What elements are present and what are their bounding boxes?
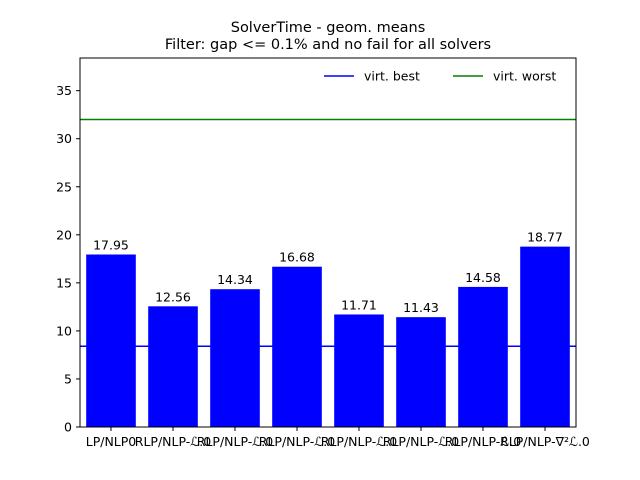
y-tick-label-7: 35 bbox=[56, 83, 72, 98]
legend-label-virt-best: virt. best bbox=[364, 69, 420, 84]
bar-value-label-4: 16.68 bbox=[279, 250, 315, 265]
bar-8 bbox=[520, 246, 570, 427]
plot-area: 17.95 LP/NLP0 12.56 RLP/NLP-ℒ.0 14.34 RLP/NLP… bbox=[56, 57, 590, 449]
bar-value-label-2: 12.56 bbox=[155, 289, 191, 304]
x-tick-label-4: RLP/NLP-ℒ.0 bbox=[259, 434, 335, 449]
legend-label-virt-worst: virt. worst bbox=[493, 69, 556, 84]
x-tick-label-2: RLP/NLP-ℒ.0 bbox=[135, 434, 211, 449]
x-tick-label-5: RLP/NLP-ℒ.0 bbox=[321, 434, 397, 449]
y-tick-label-4: 20 bbox=[56, 227, 72, 242]
bar-value-label-7: 14.58 bbox=[465, 270, 501, 285]
y-tick-label-3: 15 bbox=[56, 275, 72, 290]
x-tick-label-7: RLP/NLP-ℒ.0 bbox=[445, 434, 521, 449]
bar-5 bbox=[334, 314, 384, 427]
x-tick-label-1: LP/NLP0 bbox=[86, 434, 137, 449]
y-tick-label-6: 30 bbox=[56, 131, 72, 146]
bar-value-label-3: 14.34 bbox=[217, 272, 253, 287]
bar-1 bbox=[86, 254, 136, 427]
x-tick-label-3: RLP/NLP-ℒ.0 bbox=[197, 434, 273, 449]
y-tick-label-5: 25 bbox=[56, 179, 72, 194]
chart-title-line1: SolverTime - geom. means bbox=[231, 20, 426, 36]
bar-3 bbox=[210, 289, 260, 427]
plot-frame bbox=[79, 57, 577, 428]
bar-2 bbox=[148, 306, 198, 427]
x-tick-label-6: RLP/NLP-ℒ.0 bbox=[383, 434, 459, 449]
y-tick-label-1: 5 bbox=[64, 371, 72, 386]
bar-7 bbox=[458, 286, 508, 427]
y-tick-label-2: 10 bbox=[56, 323, 72, 338]
bar-value-label-1: 17.95 bbox=[93, 238, 129, 253]
bar-value-label-5: 11.71 bbox=[341, 297, 377, 312]
legend: virt. best virt. worst bbox=[324, 69, 556, 84]
bar-value-label-6: 11.43 bbox=[403, 300, 439, 315]
chart-title-line2: Filter: gap <= 0.1% and no fail for all … bbox=[165, 37, 491, 53]
y-tick-label-0: 0 bbox=[64, 420, 72, 435]
x-tick-label-8: RLP/NLP-∇²ℒ.0 bbox=[500, 434, 590, 449]
bar-6 bbox=[396, 317, 446, 427]
bar-value-label-8: 18.77 bbox=[527, 230, 563, 245]
